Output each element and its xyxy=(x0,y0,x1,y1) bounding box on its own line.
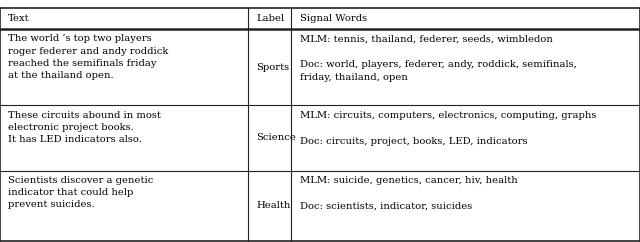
Text: The world ’s top two players
roger federer and andy roddick
reached the semifina: The world ’s top two players roger feder… xyxy=(8,34,169,80)
Text: Doc: world, players, federer, andy, roddick, semifinals,
friday, thailand, open: Doc: world, players, federer, andy, rodd… xyxy=(300,60,577,82)
Text: Scientists discover a genetic
indicator that could help
prevent suicides.: Scientists discover a genetic indicator … xyxy=(8,176,154,209)
Text: Science: Science xyxy=(256,133,296,143)
Text: Sports: Sports xyxy=(256,63,289,72)
Text: Doc: circuits, project, books, LED, indicators: Doc: circuits, project, books, LED, indi… xyxy=(300,137,527,146)
Text: Label: Label xyxy=(256,14,284,23)
Text: Doc: scientists, indicator, suicides: Doc: scientists, indicator, suicides xyxy=(300,202,472,211)
Text: Text: Text xyxy=(8,14,30,23)
Text: Health: Health xyxy=(256,201,291,210)
Text: MLM: suicide, genetics, cancer, hiv, health: MLM: suicide, genetics, cancer, hiv, hea… xyxy=(300,176,517,185)
Text: MLM: circuits, computers, electronics, computing, graphs: MLM: circuits, computers, electronics, c… xyxy=(300,111,596,120)
Text: Signal Words: Signal Words xyxy=(300,14,367,23)
Text: These circuits abound in most
electronic project books.
It has LED indicators al: These circuits abound in most electronic… xyxy=(8,111,161,144)
Text: MLM: tennis, thailand, federer, seeds, wimbledon: MLM: tennis, thailand, federer, seeds, w… xyxy=(300,34,552,43)
